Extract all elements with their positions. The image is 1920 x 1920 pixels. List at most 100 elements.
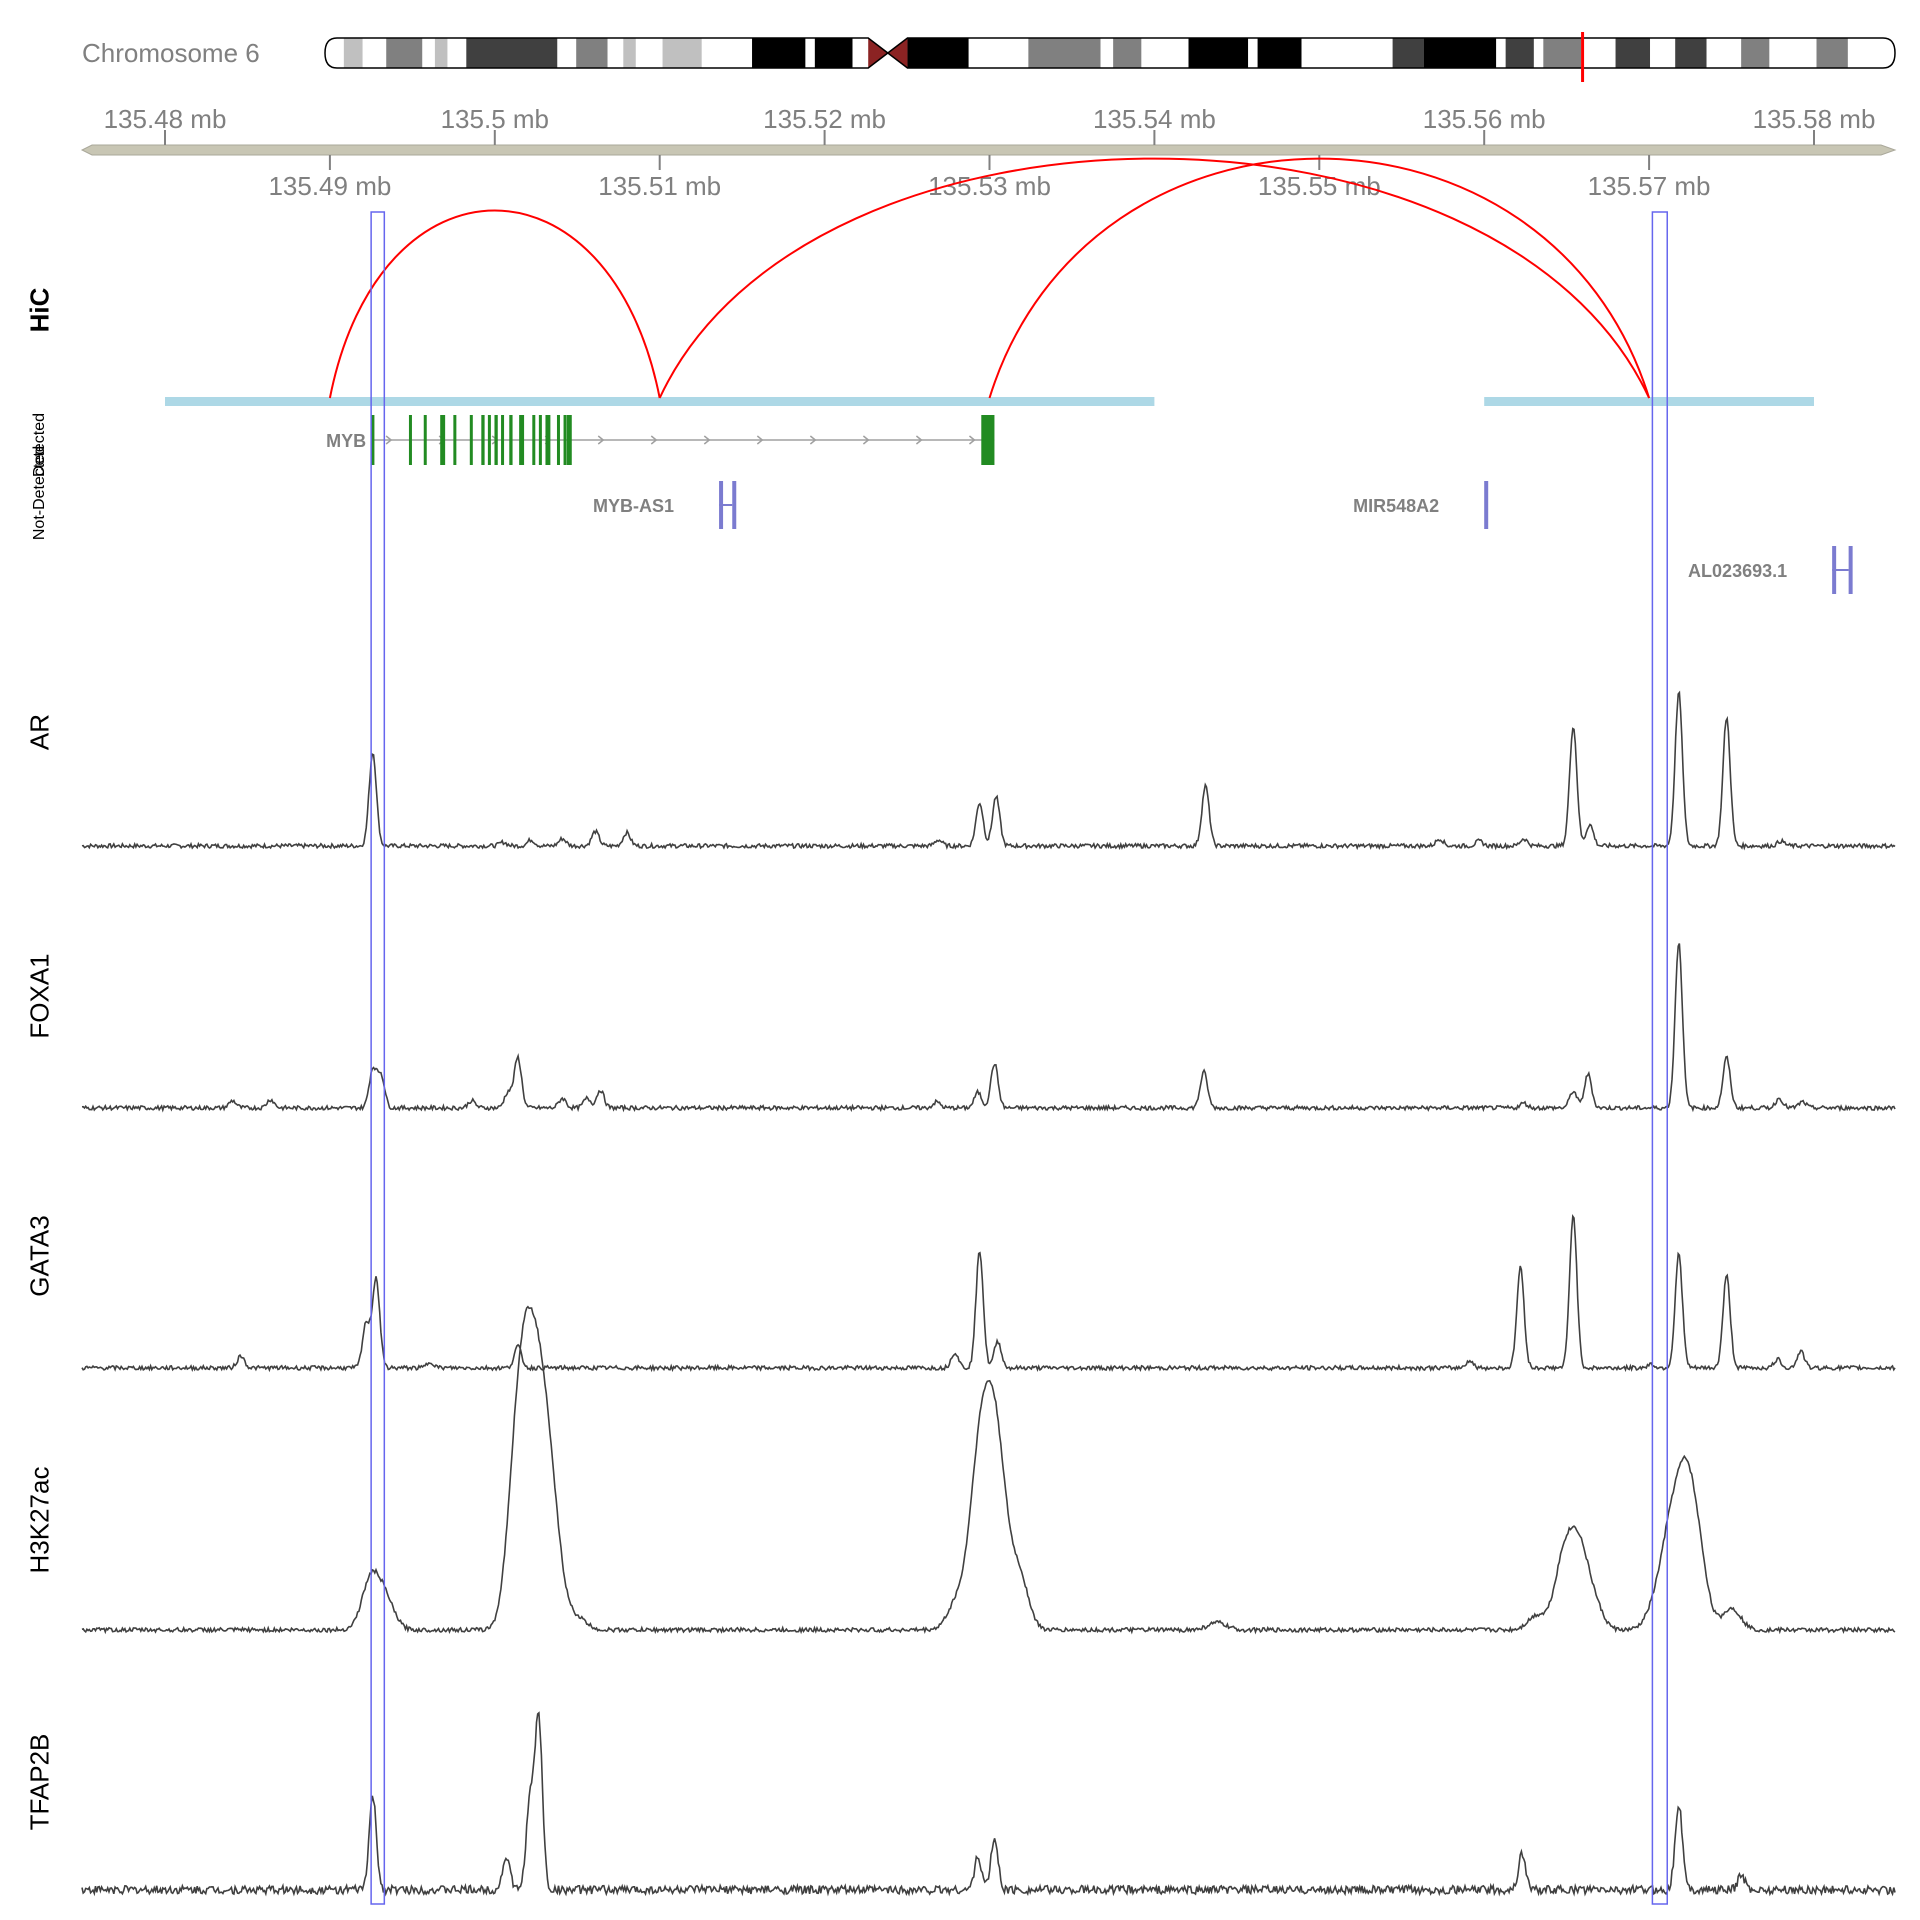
gene-exon bbox=[501, 415, 505, 465]
chromosome-label: Chromosome 6 bbox=[82, 38, 260, 68]
gene-strand-arrow bbox=[703, 435, 711, 445]
gene-exon bbox=[487, 415, 491, 465]
signal-tracks bbox=[81, 690, 1896, 1897]
chromosome-band bbox=[325, 38, 344, 68]
gene-track-label-area: Not-Detected Detected bbox=[0, 360, 56, 625]
axis-tick-label-bottom: 135.57 mb bbox=[1588, 171, 1711, 201]
centromere-right bbox=[887, 38, 908, 68]
chromosome-band bbox=[386, 38, 423, 68]
chromosome-band bbox=[362, 38, 387, 68]
chromosome-band bbox=[968, 38, 1029, 68]
gene-strand-arrow bbox=[385, 435, 393, 445]
track-label-gata3: GATA3 bbox=[24, 1215, 55, 1297]
chromosome-band bbox=[1847, 38, 1895, 68]
signal-line-foxa1 bbox=[81, 943, 1896, 1113]
gene-track: MYB MYB-AS1 MIR548A2 AL023693.1 bbox=[326, 415, 1853, 594]
track-label-hic: HiC bbox=[24, 287, 55, 333]
gene-exon bbox=[981, 415, 995, 465]
track-label-ar: AR bbox=[24, 713, 55, 751]
gene-exon bbox=[481, 415, 485, 465]
gene-exon bbox=[563, 415, 567, 465]
chromosome-band bbox=[1496, 38, 1506, 68]
chromosome-band bbox=[1650, 38, 1676, 68]
gene-exon bbox=[423, 415, 427, 465]
gene-strand-arrow bbox=[756, 435, 764, 445]
chromosome-band bbox=[701, 38, 753, 68]
genome-axis: 135.48 mb 135.5 mb 135.52 mb 135.54 mb 135.5… bbox=[80, 104, 1897, 201]
chromosome-band bbox=[557, 38, 577, 68]
gene-strand-arrow bbox=[809, 435, 817, 445]
chromosome-band bbox=[1424, 38, 1497, 68]
chromosome-ideogram bbox=[324, 32, 1896, 82]
chromosome-band bbox=[447, 38, 467, 68]
hic-anchor bbox=[165, 397, 1155, 406]
chromosome-bands bbox=[325, 38, 1895, 68]
axis-tick-label-bottom: 135.51 mb bbox=[598, 171, 721, 201]
chromosome-band bbox=[1505, 38, 1534, 68]
gene-label: MYB bbox=[326, 431, 366, 451]
gene-exon bbox=[538, 415, 542, 465]
chromosome-band bbox=[1248, 38, 1258, 68]
chromosome-band bbox=[814, 38, 853, 68]
axis-tick-label-top: 135.54 mb bbox=[1093, 104, 1216, 134]
hic-arc bbox=[328, 209, 661, 399]
chromosome-band bbox=[434, 38, 448, 68]
chromosome-band bbox=[1141, 38, 1189, 68]
track-label-genes-overlap: Detected bbox=[31, 412, 48, 478]
gene-exon bbox=[494, 415, 498, 465]
gene-exon bbox=[566, 415, 572, 465]
signal-line-gata3 bbox=[81, 1214, 1896, 1373]
signal-line-tfap2b bbox=[81, 1711, 1896, 1897]
chromosome-band bbox=[1615, 38, 1651, 68]
gene-exon bbox=[408, 415, 412, 465]
chromosome-band bbox=[1028, 38, 1101, 68]
chromosome-band bbox=[343, 38, 363, 68]
chromosome-band bbox=[662, 38, 702, 68]
gene-label: AL023693.1 bbox=[1688, 561, 1787, 581]
chromosome-band bbox=[852, 38, 869, 68]
gene-strand-arrow bbox=[915, 435, 923, 445]
hic-track bbox=[165, 157, 1814, 406]
chromosome-band bbox=[1769, 38, 1817, 68]
gene-exon bbox=[469, 415, 473, 465]
highlight-region bbox=[1651, 211, 1668, 1905]
axis-tick-label-top: 135.5 mb bbox=[441, 104, 549, 134]
chromosome-band bbox=[1113, 38, 1142, 68]
hic-arc bbox=[658, 157, 1651, 399]
gene-strand-arrow bbox=[968, 435, 976, 445]
axis-tick-label-bottom: 135.49 mb bbox=[268, 171, 391, 201]
signal-line-ar bbox=[81, 690, 1896, 851]
gene-strand-arrow bbox=[862, 435, 870, 445]
gene-exon bbox=[509, 415, 513, 465]
chromosome-band bbox=[1100, 38, 1114, 68]
track-label-tfap2b: TFAP2B bbox=[24, 1733, 55, 1831]
chromosome-band bbox=[1392, 38, 1424, 68]
gene-strand-arrow bbox=[650, 435, 658, 445]
gene-exon bbox=[371, 415, 375, 465]
gene-exon bbox=[556, 415, 560, 465]
axis-tick-label-top: 135.52 mb bbox=[763, 104, 886, 134]
chromosome-band bbox=[1188, 38, 1249, 68]
chromosome-band bbox=[623, 38, 636, 68]
centromere-left bbox=[868, 38, 888, 68]
signal-line-h3k27ac bbox=[81, 1305, 1896, 1635]
chromosome-band bbox=[635, 38, 663, 68]
hic-anchor bbox=[1484, 397, 1814, 406]
gene-exon bbox=[532, 415, 536, 465]
chromosome-band bbox=[1533, 38, 1544, 68]
gene-exon bbox=[1848, 546, 1853, 594]
gene-exon bbox=[545, 415, 551, 465]
highlight-regions bbox=[370, 211, 1668, 1905]
axis-tick-label-top: 135.58 mb bbox=[1753, 104, 1876, 134]
gene-exon bbox=[732, 481, 737, 529]
hic-arc bbox=[988, 157, 1651, 399]
chromosome-band bbox=[1816, 38, 1848, 68]
chromosome-band bbox=[1706, 38, 1742, 68]
chromosome-band bbox=[607, 38, 624, 68]
chromosome-band bbox=[1581, 38, 1616, 68]
chromosome-band bbox=[422, 38, 435, 68]
chromosome-band bbox=[907, 38, 969, 68]
gene-exon bbox=[519, 415, 525, 465]
chromosome-band bbox=[805, 38, 815, 68]
